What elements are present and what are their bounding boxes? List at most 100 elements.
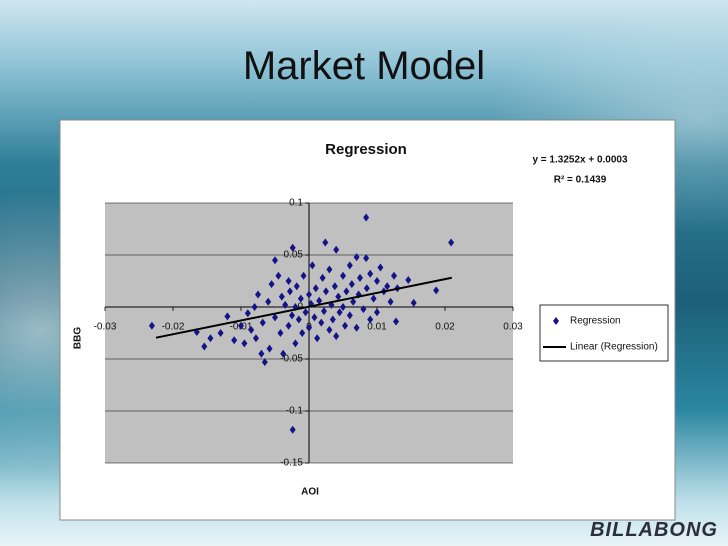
point [311, 313, 318, 322]
point [309, 261, 316, 270]
point [333, 332, 340, 341]
point [265, 297, 272, 306]
point [251, 303, 258, 311]
point [363, 213, 370, 222]
point [384, 282, 391, 291]
point [286, 287, 293, 296]
point [353, 253, 360, 262]
point [261, 358, 268, 367]
point [293, 282, 300, 291]
point [302, 308, 309, 317]
point [348, 280, 355, 289]
point [248, 325, 255, 334]
point [255, 290, 261, 299]
point [278, 292, 285, 301]
point [326, 265, 333, 274]
point [360, 305, 367, 314]
legend-marker [553, 317, 559, 325]
point [353, 323, 360, 332]
point [357, 273, 363, 282]
point [314, 334, 321, 343]
point [377, 263, 384, 272]
point [277, 329, 284, 337]
point [340, 271, 346, 280]
legend [539, 304, 669, 362]
point [231, 336, 238, 345]
point [319, 273, 326, 282]
point [268, 280, 275, 289]
point [391, 271, 397, 280]
x-axis-title: AOI [301, 487, 319, 498]
point [252, 334, 259, 343]
point [318, 318, 325, 327]
point [374, 308, 380, 317]
legend-label: Regression [570, 316, 621, 327]
point [292, 339, 299, 348]
y-tick-label: -0.1 [286, 406, 304, 417]
point [201, 342, 208, 351]
point [285, 277, 292, 285]
point [329, 315, 336, 324]
x-tick-label: -0.03 [94, 322, 117, 333]
y-axis-title: BBG [73, 327, 84, 349]
point [275, 271, 282, 280]
point [299, 329, 306, 337]
y-tick-label: 0.05 [284, 250, 304, 261]
point [272, 313, 278, 322]
point [289, 243, 296, 252]
point [387, 297, 394, 306]
legend-label: Linear (Regression) [570, 342, 658, 353]
point [322, 238, 329, 247]
trend-line [155, 276, 452, 339]
point [312, 284, 319, 293]
point [342, 321, 349, 330]
point [336, 308, 343, 317]
point [335, 292, 342, 301]
point [300, 271, 307, 280]
point [326, 325, 333, 334]
point [393, 317, 400, 326]
point [331, 282, 338, 291]
point [241, 339, 248, 348]
point [343, 287, 350, 296]
point [367, 315, 374, 324]
point [306, 323, 312, 332]
equation: y = 1.3252x + 0.0003 [532, 155, 628, 166]
x-tick-label: -0.02 [162, 322, 185, 333]
point [333, 245, 340, 254]
x-tick-label: 0.03 [503, 322, 523, 333]
point [370, 294, 377, 303]
point [297, 294, 304, 303]
x-tick-label: 0.02 [435, 322, 455, 333]
point [148, 321, 155, 330]
r-squared: R² = 0.1439 [554, 175, 607, 186]
point [266, 344, 273, 353]
point [207, 334, 214, 343]
point [259, 318, 266, 327]
point [433, 286, 440, 295]
point [282, 300, 289, 309]
point [340, 303, 346, 311]
point [405, 275, 412, 284]
y-tick-label: -0.05 [280, 354, 303, 365]
point [320, 307, 327, 316]
point [350, 297, 357, 306]
point [238, 321, 244, 330]
point [272, 256, 278, 265]
x-tick-label: 0.01 [367, 322, 387, 333]
point [306, 290, 312, 299]
point [323, 287, 329, 296]
point [289, 311, 295, 320]
point [285, 321, 292, 330]
point [224, 312, 231, 321]
point [280, 349, 287, 358]
point [258, 349, 265, 358]
point [346, 261, 353, 270]
point [363, 254, 370, 263]
point [374, 277, 380, 285]
chart-title: Regression [325, 141, 407, 158]
logo: BILLABONG [590, 519, 718, 541]
point [295, 315, 302, 324]
